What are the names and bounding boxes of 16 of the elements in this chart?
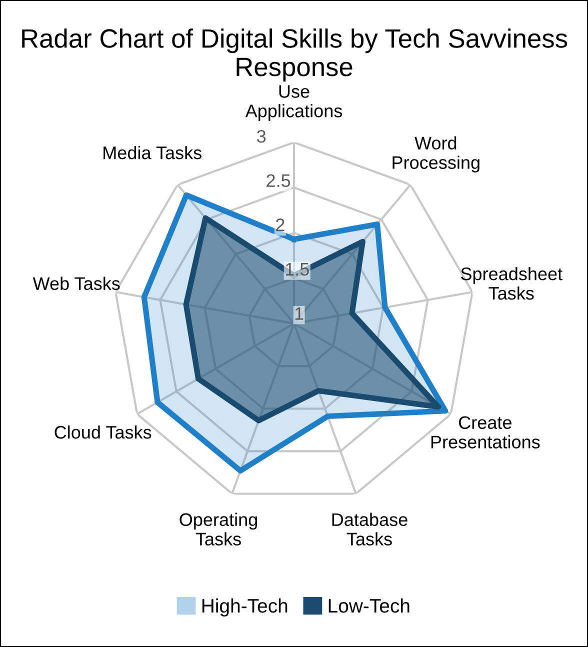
spoke-label: Operating Tasks (180, 512, 257, 546)
spoke-label: Media Tasks (104, 146, 202, 160)
legend-label: Low-Tech (328, 598, 410, 613)
y-tick-label: 3 (257, 130, 266, 143)
spoke-label: Spreadsheet Tasks (461, 267, 562, 300)
y-tick-label: 2 (276, 218, 284, 232)
spoke-label: Database Tasks (332, 512, 408, 546)
spoke-label: Web Tasks (32, 276, 120, 290)
legend-label: High-Tech (202, 598, 288, 617)
spoke-label: Use Applications (245, 85, 342, 121)
y-tick-label: 1 (295, 307, 304, 320)
y-tick-label: 2.5 (266, 174, 290, 188)
chart-title: Radar Chart of Digital Skills by Tech Savviness Response (22, 28, 568, 82)
spoke-label: Create Presentations (431, 416, 540, 448)
spoke-label: Word Processing (392, 136, 480, 173)
spoke-label: Cloud Tasks (54, 425, 152, 439)
